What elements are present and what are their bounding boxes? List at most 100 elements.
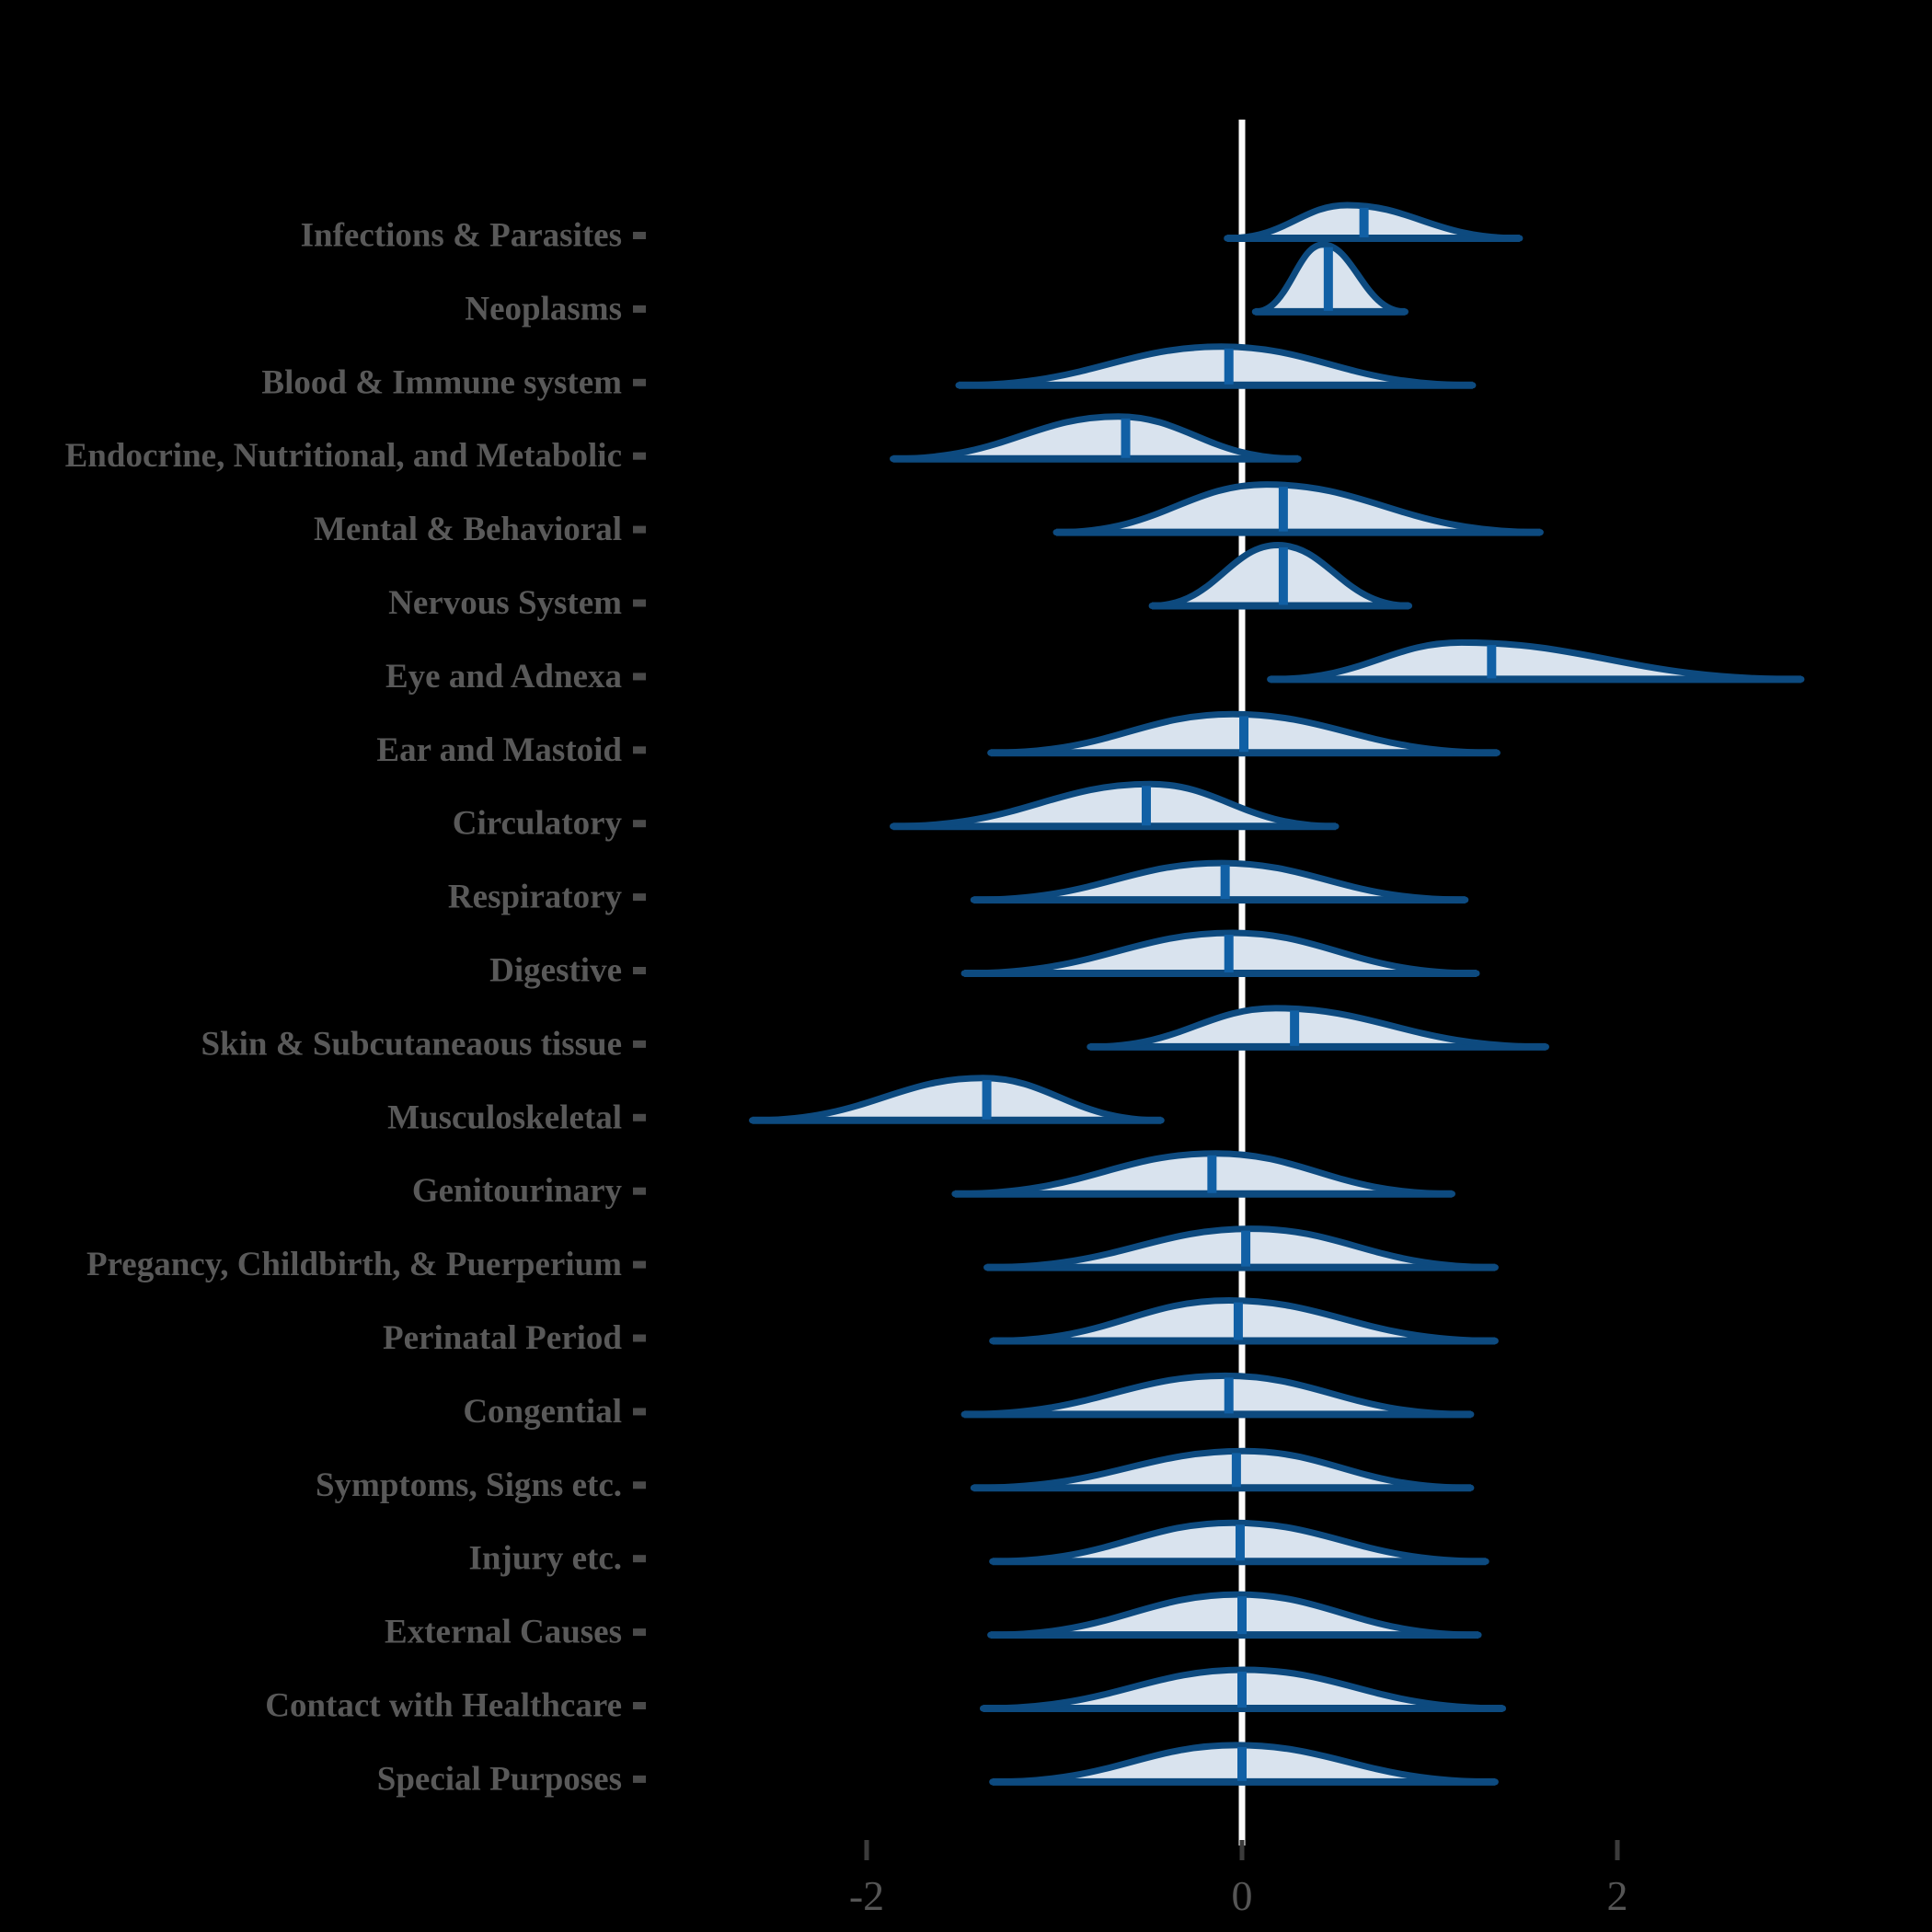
violin-row [989, 1296, 1499, 1345]
density-outline [955, 343, 1477, 389]
category-label: Congential [463, 1393, 622, 1431]
category-label: Symptoms, Signs etc. [316, 1466, 622, 1504]
density-fill [954, 1153, 1453, 1194]
category-tick [633, 1187, 646, 1195]
violin-row [983, 1225, 1499, 1271]
category-tick [633, 967, 646, 974]
violin-row [987, 710, 1501, 757]
violin-row [960, 1372, 1475, 1419]
density-outline [970, 1447, 1475, 1491]
density-outline [983, 1225, 1499, 1271]
density-outline [1052, 481, 1544, 536]
category-label: Contact with Healthcare [265, 1687, 622, 1725]
violin-row [955, 343, 1477, 389]
category-label: Pregancy, Childbirth, & Puerperium [86, 1246, 622, 1283]
category-label: Digestive [489, 952, 622, 990]
category-label: Circulatory [453, 805, 623, 843]
violin-row [749, 1075, 1165, 1124]
violin-row [1052, 481, 1544, 536]
density-fill [752, 1077, 1162, 1121]
density-outline [989, 1742, 1499, 1786]
density-outline [1087, 1005, 1549, 1051]
category-label: Injury etc. [469, 1540, 622, 1578]
x-axis-tick-label: 0 [1232, 1872, 1253, 1919]
category-label: Mental & Behavioral [314, 511, 622, 548]
density-fill [990, 1594, 1479, 1636]
category-tick [633, 1775, 646, 1783]
density-outline [970, 859, 1469, 903]
density-fill [973, 1451, 1471, 1489]
violin-row [989, 1519, 1489, 1566]
density-outline [987, 710, 1501, 756]
category-label: Perinatal Period [383, 1319, 622, 1357]
category-tick [633, 1334, 646, 1342]
category-label: Respiratory [448, 879, 623, 916]
category-label: External Causes [385, 1614, 622, 1651]
density-outline [989, 1519, 1489, 1565]
x-axis-tick [864, 1840, 869, 1860]
violin-row [890, 780, 1340, 831]
category-label: Infections & Parasites [301, 217, 622, 255]
category-tick [633, 1481, 646, 1489]
violin-row [970, 1447, 1475, 1492]
category-tick [633, 820, 646, 828]
density-outline [979, 1666, 1507, 1712]
density-outline [960, 929, 1480, 977]
violin-row [960, 929, 1480, 977]
category-tick [633, 1040, 646, 1048]
density-outline [890, 413, 1302, 463]
category-tick [633, 746, 646, 754]
category-label: Skin & Subcutaneaous tissue [201, 1025, 622, 1063]
x-axis-tick-label: 2 [1607, 1872, 1628, 1919]
density-outline [1251, 241, 1409, 316]
x-axis-tick-label: -2 [849, 1872, 884, 1919]
violin-row [1148, 541, 1413, 610]
category-tick [633, 378, 646, 386]
density-fill [964, 933, 1477, 973]
category-tick [633, 1260, 646, 1269]
category-tick [633, 452, 646, 460]
zero-reference-line [1238, 120, 1246, 1846]
category-label: Nervous System [388, 584, 622, 622]
category-tick [633, 1555, 646, 1563]
violin-row [970, 859, 1469, 904]
category-label: Genitourinary [412, 1172, 623, 1210]
density-outline [890, 780, 1340, 830]
violin-row [1251, 241, 1409, 316]
density-fill [992, 1300, 1496, 1341]
density-fill [958, 346, 1473, 385]
density-fill [964, 1375, 1471, 1415]
category-tick [633, 1408, 646, 1416]
violin-row [989, 1742, 1499, 1786]
category-label: Neoplasms [465, 290, 622, 328]
density-outline [1267, 638, 1805, 683]
category-tick [633, 599, 646, 607]
violin-row [1087, 1005, 1549, 1051]
violin-row [890, 413, 1302, 463]
category-label: Special Purposes [377, 1760, 622, 1798]
category-tick [633, 305, 646, 313]
x-axis-tick [1615, 1840, 1620, 1860]
violin-row [979, 1666, 1507, 1712]
density-fill [986, 1228, 1496, 1268]
density-outline [749, 1075, 1165, 1124]
category-label: Endocrine, Nutritional, and Metabolic [65, 437, 622, 475]
density-outline [960, 1372, 1475, 1418]
density-outline [989, 1296, 1499, 1344]
density-outline [1224, 201, 1524, 242]
category-tick [633, 1113, 646, 1121]
category-label: Eye and Adnexa [385, 658, 622, 696]
density-fill [892, 416, 1299, 459]
category-label: Ear and Mastoid [376, 731, 622, 769]
density-outline [987, 1591, 1482, 1639]
category-tick [633, 1628, 646, 1637]
category-tick [633, 673, 646, 681]
category-tick [633, 1702, 646, 1709]
density-outline [951, 1150, 1455, 1198]
category-tick [633, 893, 646, 902]
category-label: Blood & Immune system [261, 363, 622, 401]
category-label: Musculoskeletal [387, 1098, 622, 1136]
